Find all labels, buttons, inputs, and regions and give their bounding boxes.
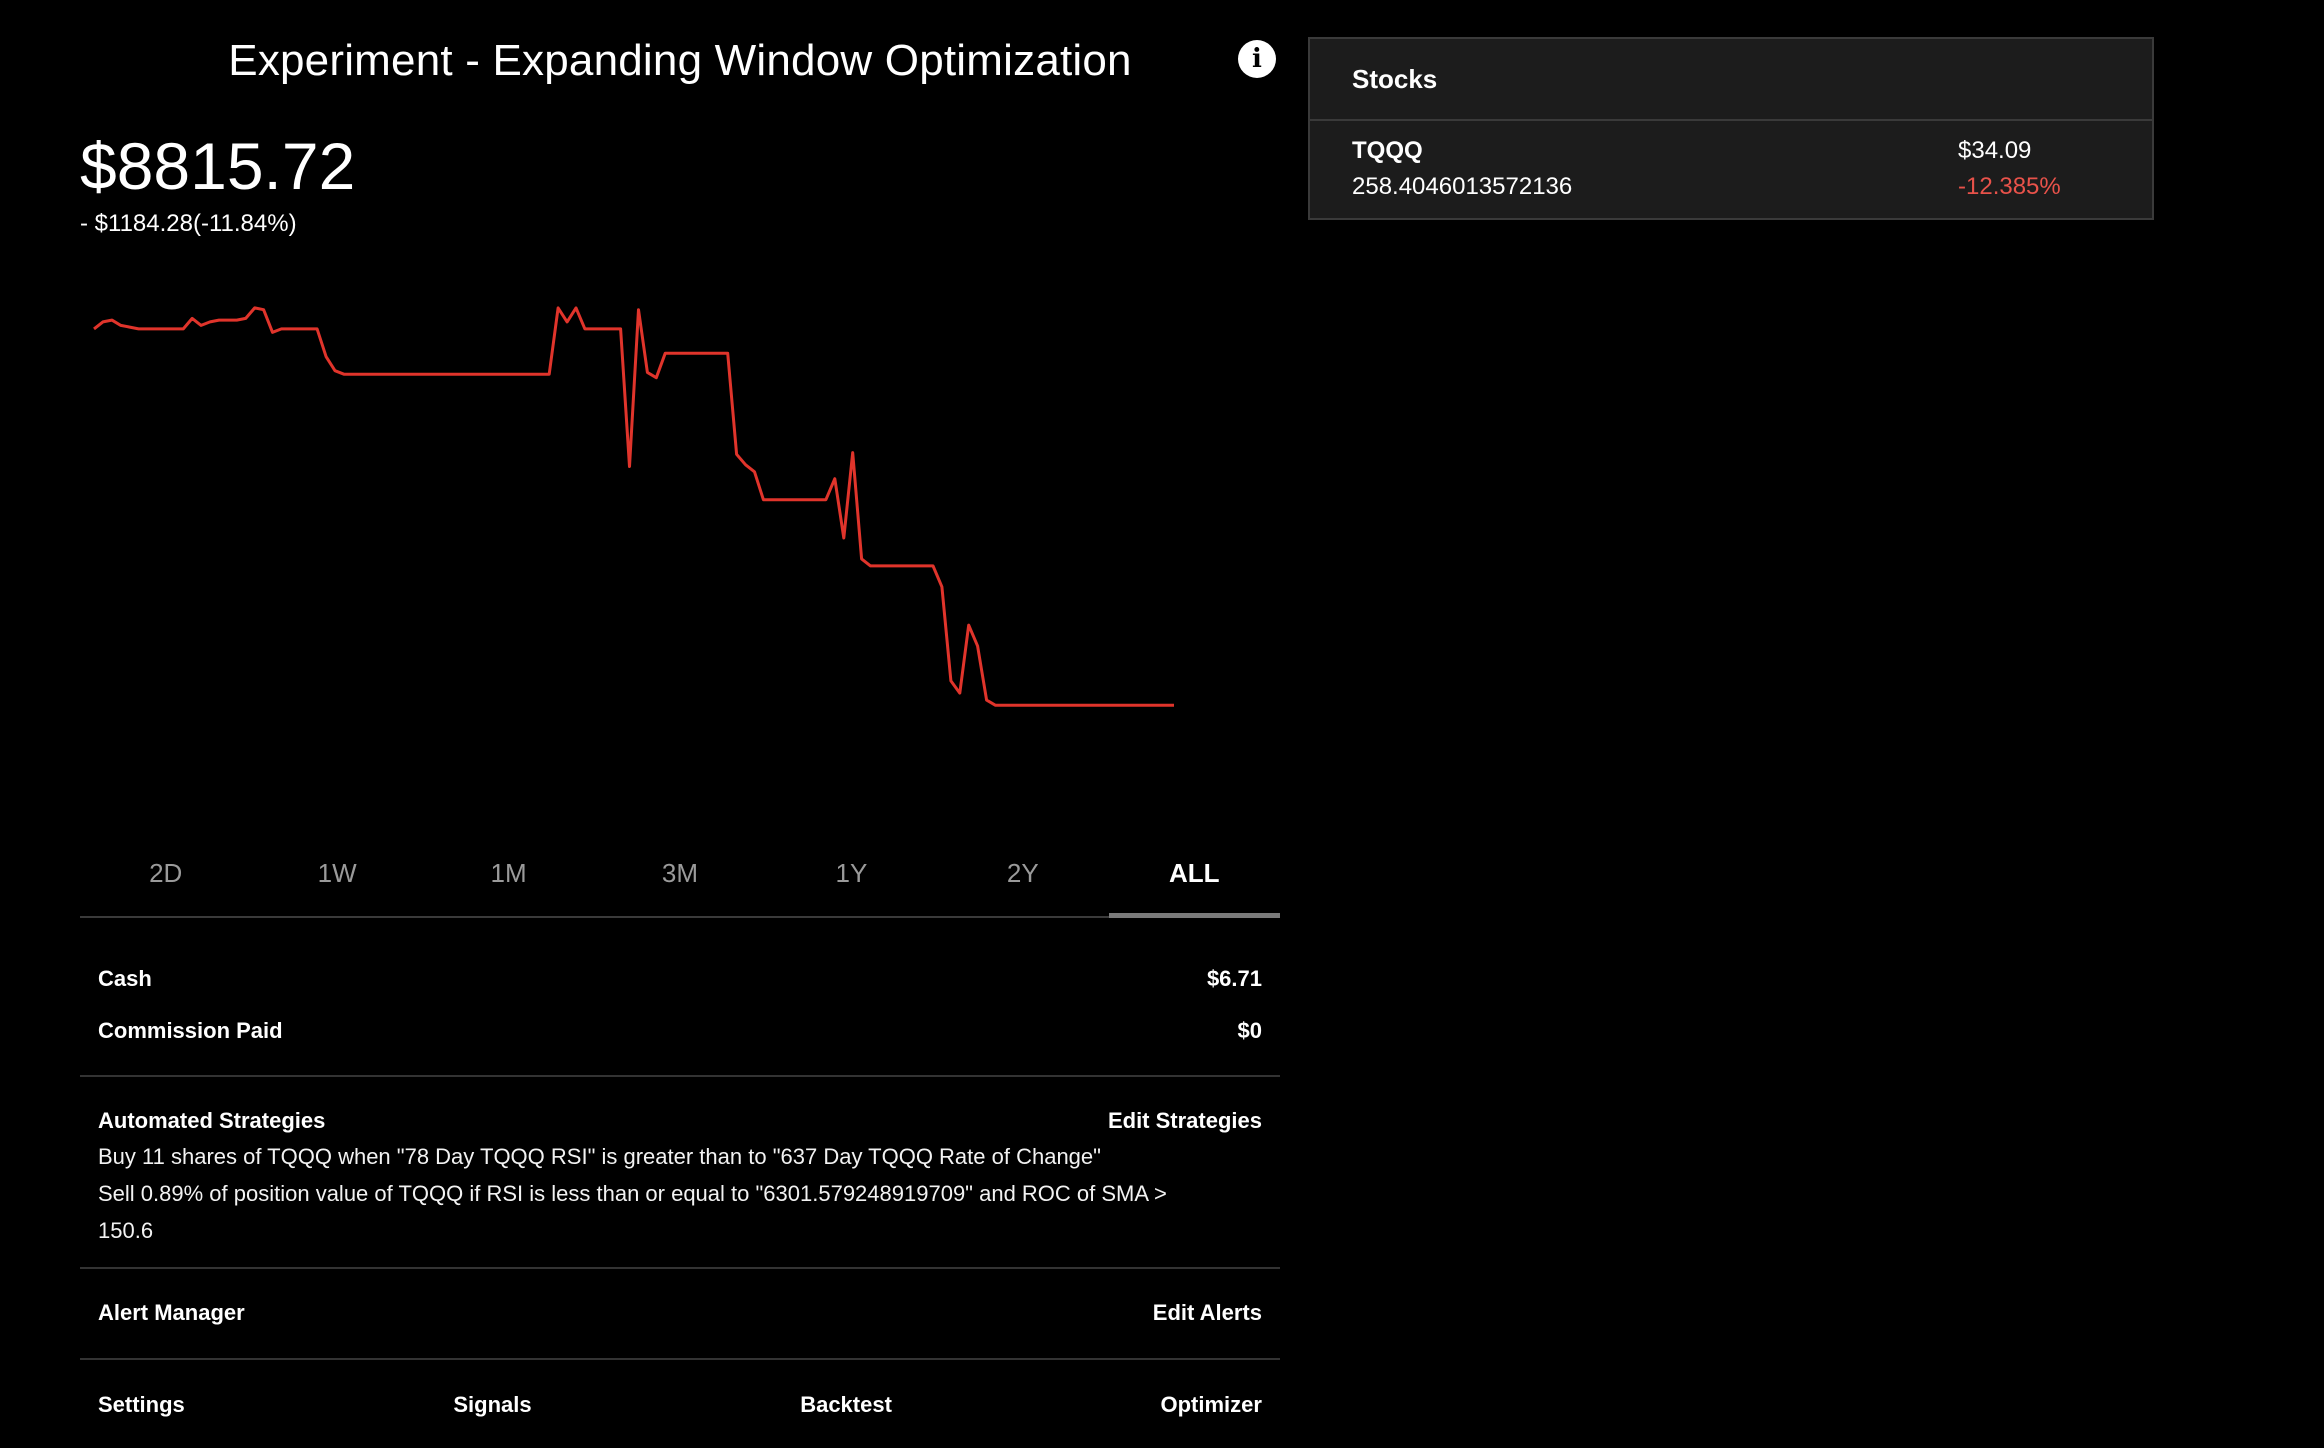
strategies-section: Automated Strategies Edit Strategies Buy… xyxy=(80,1108,1280,1249)
portfolio-value-line xyxy=(93,306,1174,707)
alert-manager-label: Alert Manager xyxy=(98,1300,245,1325)
bottom-nav: Settings Signals Backtest Optimizer xyxy=(80,1392,1280,1418)
edit-alerts-button[interactable]: Edit Alerts xyxy=(1152,1300,1262,1325)
strategy-line: Sell 0.89% of position value of TQQQ if … xyxy=(98,1181,1167,1206)
tab-1w[interactable]: 1W xyxy=(317,858,357,888)
commission-label: Commission Paid xyxy=(98,1018,283,1043)
commission-value: $0 xyxy=(1237,1018,1262,1043)
edit-strategies-button[interactable]: Edit Strategies xyxy=(1107,1108,1262,1133)
info-icon[interactable]: i xyxy=(1238,40,1276,78)
tab-3m[interactable]: 3M xyxy=(661,858,699,888)
tab-2y[interactable]: 2Y xyxy=(1006,858,1039,888)
stock-symbol: TQQQ xyxy=(1352,137,1423,164)
tab-1m[interactable]: 1M xyxy=(490,858,527,888)
portfolio-pane: Experiment - Expanding Window Optimizati… xyxy=(80,0,1281,1448)
divider xyxy=(80,1075,1280,1077)
stocks-panel: Stocks TQQQ 258.4046013572136 $34.09 -12… xyxy=(1308,37,2154,220)
tab-2d[interactable]: 2D xyxy=(149,858,183,888)
stocks-header: Stocks xyxy=(1310,39,2152,121)
time-range-tabs: 2D 1W 1M 3M 1Y 2Y ALL xyxy=(80,840,1281,918)
tab-1y[interactable]: 1Y xyxy=(835,858,868,888)
stock-row-tqqq[interactable]: TQQQ 258.4046013572136 $34.09 -12.385% xyxy=(1310,121,2152,220)
settings-button[interactable]: Settings xyxy=(98,1392,185,1417)
page-title: Experiment - Expanding Window Optimizati… xyxy=(228,36,1132,85)
cash-value: $6.71 xyxy=(1206,966,1262,991)
strategy-line: Buy 11 shares of TQQQ when "78 Day TQQQ … xyxy=(98,1144,1101,1169)
optimizer-button[interactable]: Optimizer xyxy=(1160,1392,1262,1417)
stock-change: -12.385% xyxy=(1958,173,2061,200)
cash-section: Cash $6.71 Commission Paid $0 xyxy=(80,966,1280,1044)
portfolio-change: - $1184.28(-11.84%) xyxy=(80,210,297,237)
alerts-row: Alert Manager Edit Alerts xyxy=(98,1300,1262,1326)
cash-row: Cash $6.71 xyxy=(98,966,1262,992)
divider xyxy=(80,1358,1280,1360)
strategies-label: Automated Strategies xyxy=(98,1108,326,1133)
portfolio-line-chart[interactable] xyxy=(80,282,1280,802)
backtest-button[interactable]: Backtest xyxy=(800,1392,892,1417)
alerts-section: Alert Manager Edit Alerts xyxy=(80,1300,1280,1326)
strategy-line: 150.6 xyxy=(98,1218,154,1243)
stock-price: $34.09 xyxy=(1958,137,2032,164)
portfolio-value: $8815.72 xyxy=(80,129,356,203)
tab-all[interactable]: ALL xyxy=(1108,840,1281,918)
commission-row: Commission Paid $0 xyxy=(98,1018,1262,1044)
strategies-header: Automated Strategies Edit Strategies xyxy=(98,1108,1262,1134)
cash-label: Cash xyxy=(98,966,152,991)
stock-shares: 258.4046013572136 xyxy=(1352,173,1573,200)
signals-button[interactable]: Signals xyxy=(453,1392,532,1417)
divider xyxy=(80,1267,1280,1269)
